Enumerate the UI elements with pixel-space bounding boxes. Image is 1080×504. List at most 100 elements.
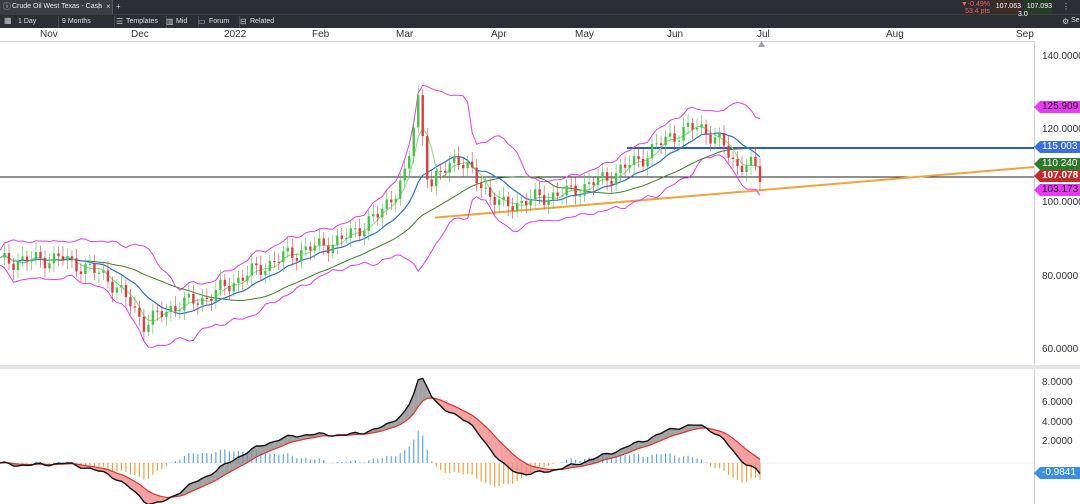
candle-body bbox=[444, 170, 447, 173]
macd-fill bbox=[688, 424, 693, 431]
macd-fill bbox=[656, 433, 662, 443]
macd-fill bbox=[215, 466, 221, 481]
moving-average-slow bbox=[0, 146, 761, 301]
candle-body bbox=[228, 285, 231, 292]
macd-fill bbox=[148, 491, 153, 504]
info-icon[interactable]: ⓘ bbox=[3, 2, 11, 11]
candle-body bbox=[169, 306, 173, 312]
settings-label[interactable]: Se bbox=[1071, 17, 1080, 24]
last-price-badge: 107.078 bbox=[1034, 170, 1080, 182]
macd-fill bbox=[418, 378, 423, 407]
chart-tab[interactable]: ⓘ Crude Oil West Texas - Cash ⌕ × bbox=[0, 0, 113, 14]
timeframe-select[interactable]: 1 Day bbox=[14, 16, 59, 28]
candle-body bbox=[610, 180, 613, 185]
macd-fill bbox=[382, 423, 387, 431]
time-label: Nov bbox=[40, 29, 58, 40]
candle-body bbox=[178, 310, 182, 312]
candle-body bbox=[237, 277, 240, 284]
add-tab-button[interactable]: + bbox=[116, 2, 121, 11]
candle-body bbox=[623, 164, 627, 168]
candle-body bbox=[291, 247, 294, 258]
candle-body bbox=[619, 164, 622, 174]
candle-body bbox=[79, 271, 83, 274]
forum-button[interactable]: Forum bbox=[205, 16, 240, 28]
window-menu-icon[interactable]: ⋮ bbox=[1062, 2, 1070, 11]
range-select[interactable]: 9 Months bbox=[58, 16, 115, 28]
candle-body bbox=[614, 173, 618, 185]
candle-body bbox=[547, 199, 550, 205]
macd-fill bbox=[229, 460, 234, 473]
macd-fill bbox=[395, 416, 401, 427]
price-tick: 100.0000 bbox=[1042, 197, 1080, 208]
macd-fill bbox=[220, 463, 225, 478]
price-type-button[interactable]: Mid bbox=[172, 16, 199, 28]
templates-button[interactable]: Templates bbox=[122, 16, 167, 28]
candle-body bbox=[25, 256, 29, 262]
candle-body bbox=[3, 253, 6, 258]
macd-fill bbox=[422, 378, 428, 402]
candle-body bbox=[138, 307, 141, 317]
macd-signal-line bbox=[0, 397, 761, 498]
candle-body bbox=[264, 270, 267, 275]
candle-body bbox=[52, 253, 56, 264]
candle-body bbox=[196, 303, 200, 305]
time-label: Apr bbox=[491, 29, 507, 40]
macd-fill bbox=[152, 493, 158, 504]
macd-fill bbox=[242, 453, 248, 465]
macd-fill bbox=[274, 440, 279, 450]
price-tick: 80.0000 bbox=[1042, 271, 1079, 282]
candle-body bbox=[372, 213, 375, 217]
macd-fill bbox=[508, 449, 513, 472]
macd-fill bbox=[728, 435, 734, 451]
candle-body bbox=[358, 228, 361, 237]
candle-body bbox=[682, 126, 685, 141]
candle-body bbox=[533, 189, 537, 199]
macd-fill bbox=[404, 404, 410, 422]
candle-body bbox=[61, 256, 65, 261]
search-icon[interactable]: ⌕ bbox=[98, 2, 103, 11]
candle-body bbox=[75, 258, 78, 272]
green-ma-badge: 110.240 bbox=[1034, 158, 1080, 170]
candle-body bbox=[354, 228, 357, 230]
macd-fill bbox=[517, 457, 522, 474]
macd-fill bbox=[463, 410, 468, 422]
candle-body bbox=[7, 253, 11, 264]
grid-icon[interactable]: ▦ bbox=[4, 16, 12, 25]
candle-body bbox=[88, 264, 92, 266]
macd-fill bbox=[751, 452, 756, 469]
candle-body bbox=[677, 140, 681, 142]
candle-body bbox=[385, 199, 388, 209]
macd-fill bbox=[206, 474, 212, 485]
macd-fill bbox=[521, 460, 527, 475]
candle-body bbox=[727, 145, 730, 158]
change-points: 53.4 pts bbox=[965, 8, 990, 15]
candle-body bbox=[93, 264, 96, 273]
candle-body bbox=[295, 257, 299, 261]
candle-body bbox=[102, 270, 105, 273]
macd-fill bbox=[593, 456, 599, 464]
buy-price-box[interactable]: 107.093 bbox=[1024, 0, 1052, 14]
macd-fill bbox=[224, 462, 230, 475]
panel-divider[interactable] bbox=[0, 365, 1080, 369]
macd-fill bbox=[526, 463, 531, 475]
candle-body bbox=[286, 247, 290, 252]
close-icon[interactable]: × bbox=[106, 2, 111, 11]
candle-body bbox=[151, 310, 155, 325]
candle-body bbox=[529, 198, 532, 206]
candle-body bbox=[219, 279, 222, 290]
related-button[interactable]: Related bbox=[250, 18, 275, 25]
sell-price-box[interactable]: 107.063 bbox=[993, 0, 1021, 14]
macd-fill bbox=[107, 469, 113, 479]
settings-icon[interactable]: ⚙ bbox=[1062, 17, 1070, 26]
candle-body bbox=[560, 195, 564, 197]
candle-body bbox=[133, 306, 137, 308]
macd-fill bbox=[233, 457, 239, 470]
macd-fill bbox=[616, 449, 621, 457]
candle-body bbox=[331, 244, 334, 254]
candle-body bbox=[515, 203, 519, 211]
candle-body bbox=[740, 166, 744, 173]
candle-body bbox=[583, 184, 586, 196]
candle-body bbox=[336, 235, 339, 245]
price-tick: 120.0000 bbox=[1042, 124, 1080, 135]
